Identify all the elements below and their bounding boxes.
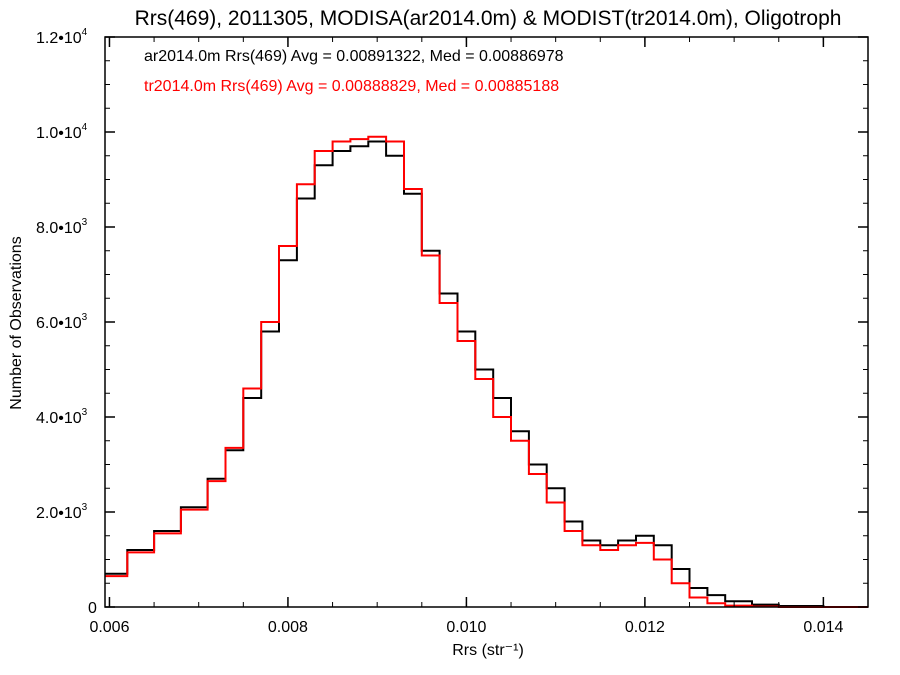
- x-tick-label: 0.014: [803, 619, 843, 636]
- y-tick-exponent: 4: [82, 27, 88, 38]
- y-tick-mantissa: 2.0•10: [36, 505, 82, 522]
- y-tick-mantissa: 1.0•10: [36, 125, 82, 142]
- x-tick-label: 0.008: [268, 619, 308, 636]
- legend-entry-ar2014: ar2014.0m Rrs(469) Avg = 0.00891322, Med…: [144, 48, 564, 65]
- y-tick-label: 1.2•104: [36, 27, 88, 47]
- series-line-0: [105, 140, 868, 608]
- plot-lines: [105, 135, 868, 608]
- y-tick-mantissa: 6.0•10: [36, 315, 82, 332]
- x-axis-ticks: 0.006 0.008 0.010 0.012 0.014: [89, 37, 843, 636]
- y-tick-label: 6.0•103: [36, 312, 88, 332]
- y-tick-exponent: 3: [82, 407, 88, 418]
- y-tick-exponent: 4: [82, 122, 88, 133]
- y-tick-exponent: 3: [82, 312, 88, 323]
- legend-entry-tr2014: tr2014.0m Rrs(469) Avg = 0.00888829, Med…: [144, 78, 559, 95]
- series-line-1: [105, 135, 868, 608]
- x-tick-label: 0.012: [625, 619, 665, 636]
- y-axis-label: Number of Observations: [8, 236, 25, 409]
- chart-title: Rrs(469), 2011305, MODISA(ar2014.0m) & M…: [135, 7, 842, 30]
- x-axis-label: Rrs (str⁻¹): [452, 642, 524, 659]
- y-axis-ticks: 02.0•1034.0•1036.0•1038.0•1031.0•1041.2•…: [36, 27, 868, 617]
- y-tick-mantissa: 8.0•10: [36, 220, 82, 237]
- y-tick-label: 8.0•103: [36, 217, 88, 237]
- y-tick-mantissa: 4.0•10: [36, 410, 82, 427]
- y-tick-exponent: 3: [82, 217, 88, 228]
- y-tick-label: 4.0•103: [36, 407, 88, 427]
- y-tick-label: 0: [88, 600, 97, 617]
- x-tick-label: 0.006: [89, 619, 129, 636]
- y-tick-mantissa: 1.2•10: [36, 30, 82, 47]
- x-tick-label: 0.010: [446, 619, 486, 636]
- y-tick-exponent: 3: [82, 502, 88, 513]
- y-tick-label: 1.0•104: [36, 122, 88, 142]
- plot-frame: [104, 36, 869, 608]
- y-tick-label: 2.0•103: [36, 502, 88, 522]
- legend: ar2014.0m Rrs(469) Avg = 0.00891322, Med…: [144, 48, 564, 95]
